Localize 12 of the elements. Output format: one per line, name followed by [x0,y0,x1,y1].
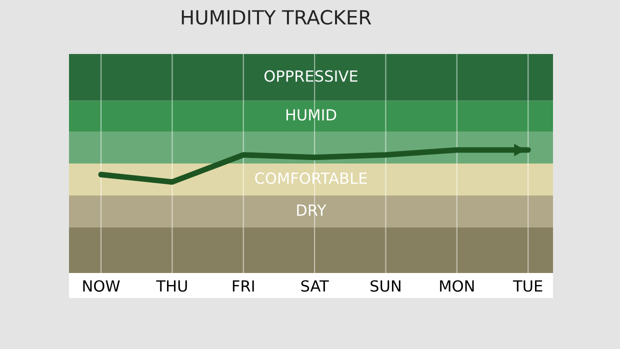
chart-title: HUMIDITY TRACKER [182,10,372,25]
x-tick-label: TUE [512,280,542,292]
x-tick-label: SUN [370,280,400,292]
x-tick-label: SAT [301,280,329,292]
band-label: DRY [297,204,326,216]
x-tick-label: NOW [83,280,120,292]
band-label: COMFORTABLE [255,172,367,184]
x-tick-label: FRI [232,280,254,292]
band-label: OPPRESSIVE [264,70,358,82]
band-label: HUMID [286,109,336,121]
x-tick-label: MON [440,280,474,292]
x-tick-label: THU [156,280,187,292]
